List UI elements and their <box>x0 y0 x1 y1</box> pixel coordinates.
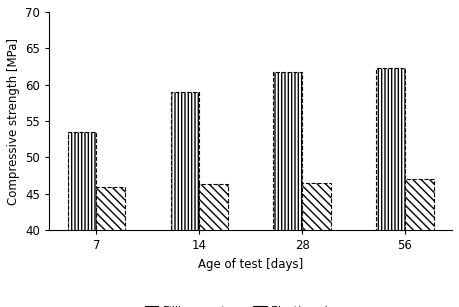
Legend: Filling mortar, Elastic polymer: Filling mortar, Elastic polymer <box>145 306 357 307</box>
Bar <box>96 187 125 307</box>
Bar <box>376 68 405 307</box>
Bar <box>199 185 228 307</box>
X-axis label: Age of test [days]: Age of test [days] <box>198 258 303 271</box>
Bar <box>171 92 199 307</box>
Bar <box>405 179 434 307</box>
Bar <box>274 72 302 307</box>
Bar <box>68 132 96 307</box>
Bar <box>302 183 331 307</box>
Y-axis label: Compressive strength [MPa]: Compressive strength [MPa] <box>7 37 20 204</box>
